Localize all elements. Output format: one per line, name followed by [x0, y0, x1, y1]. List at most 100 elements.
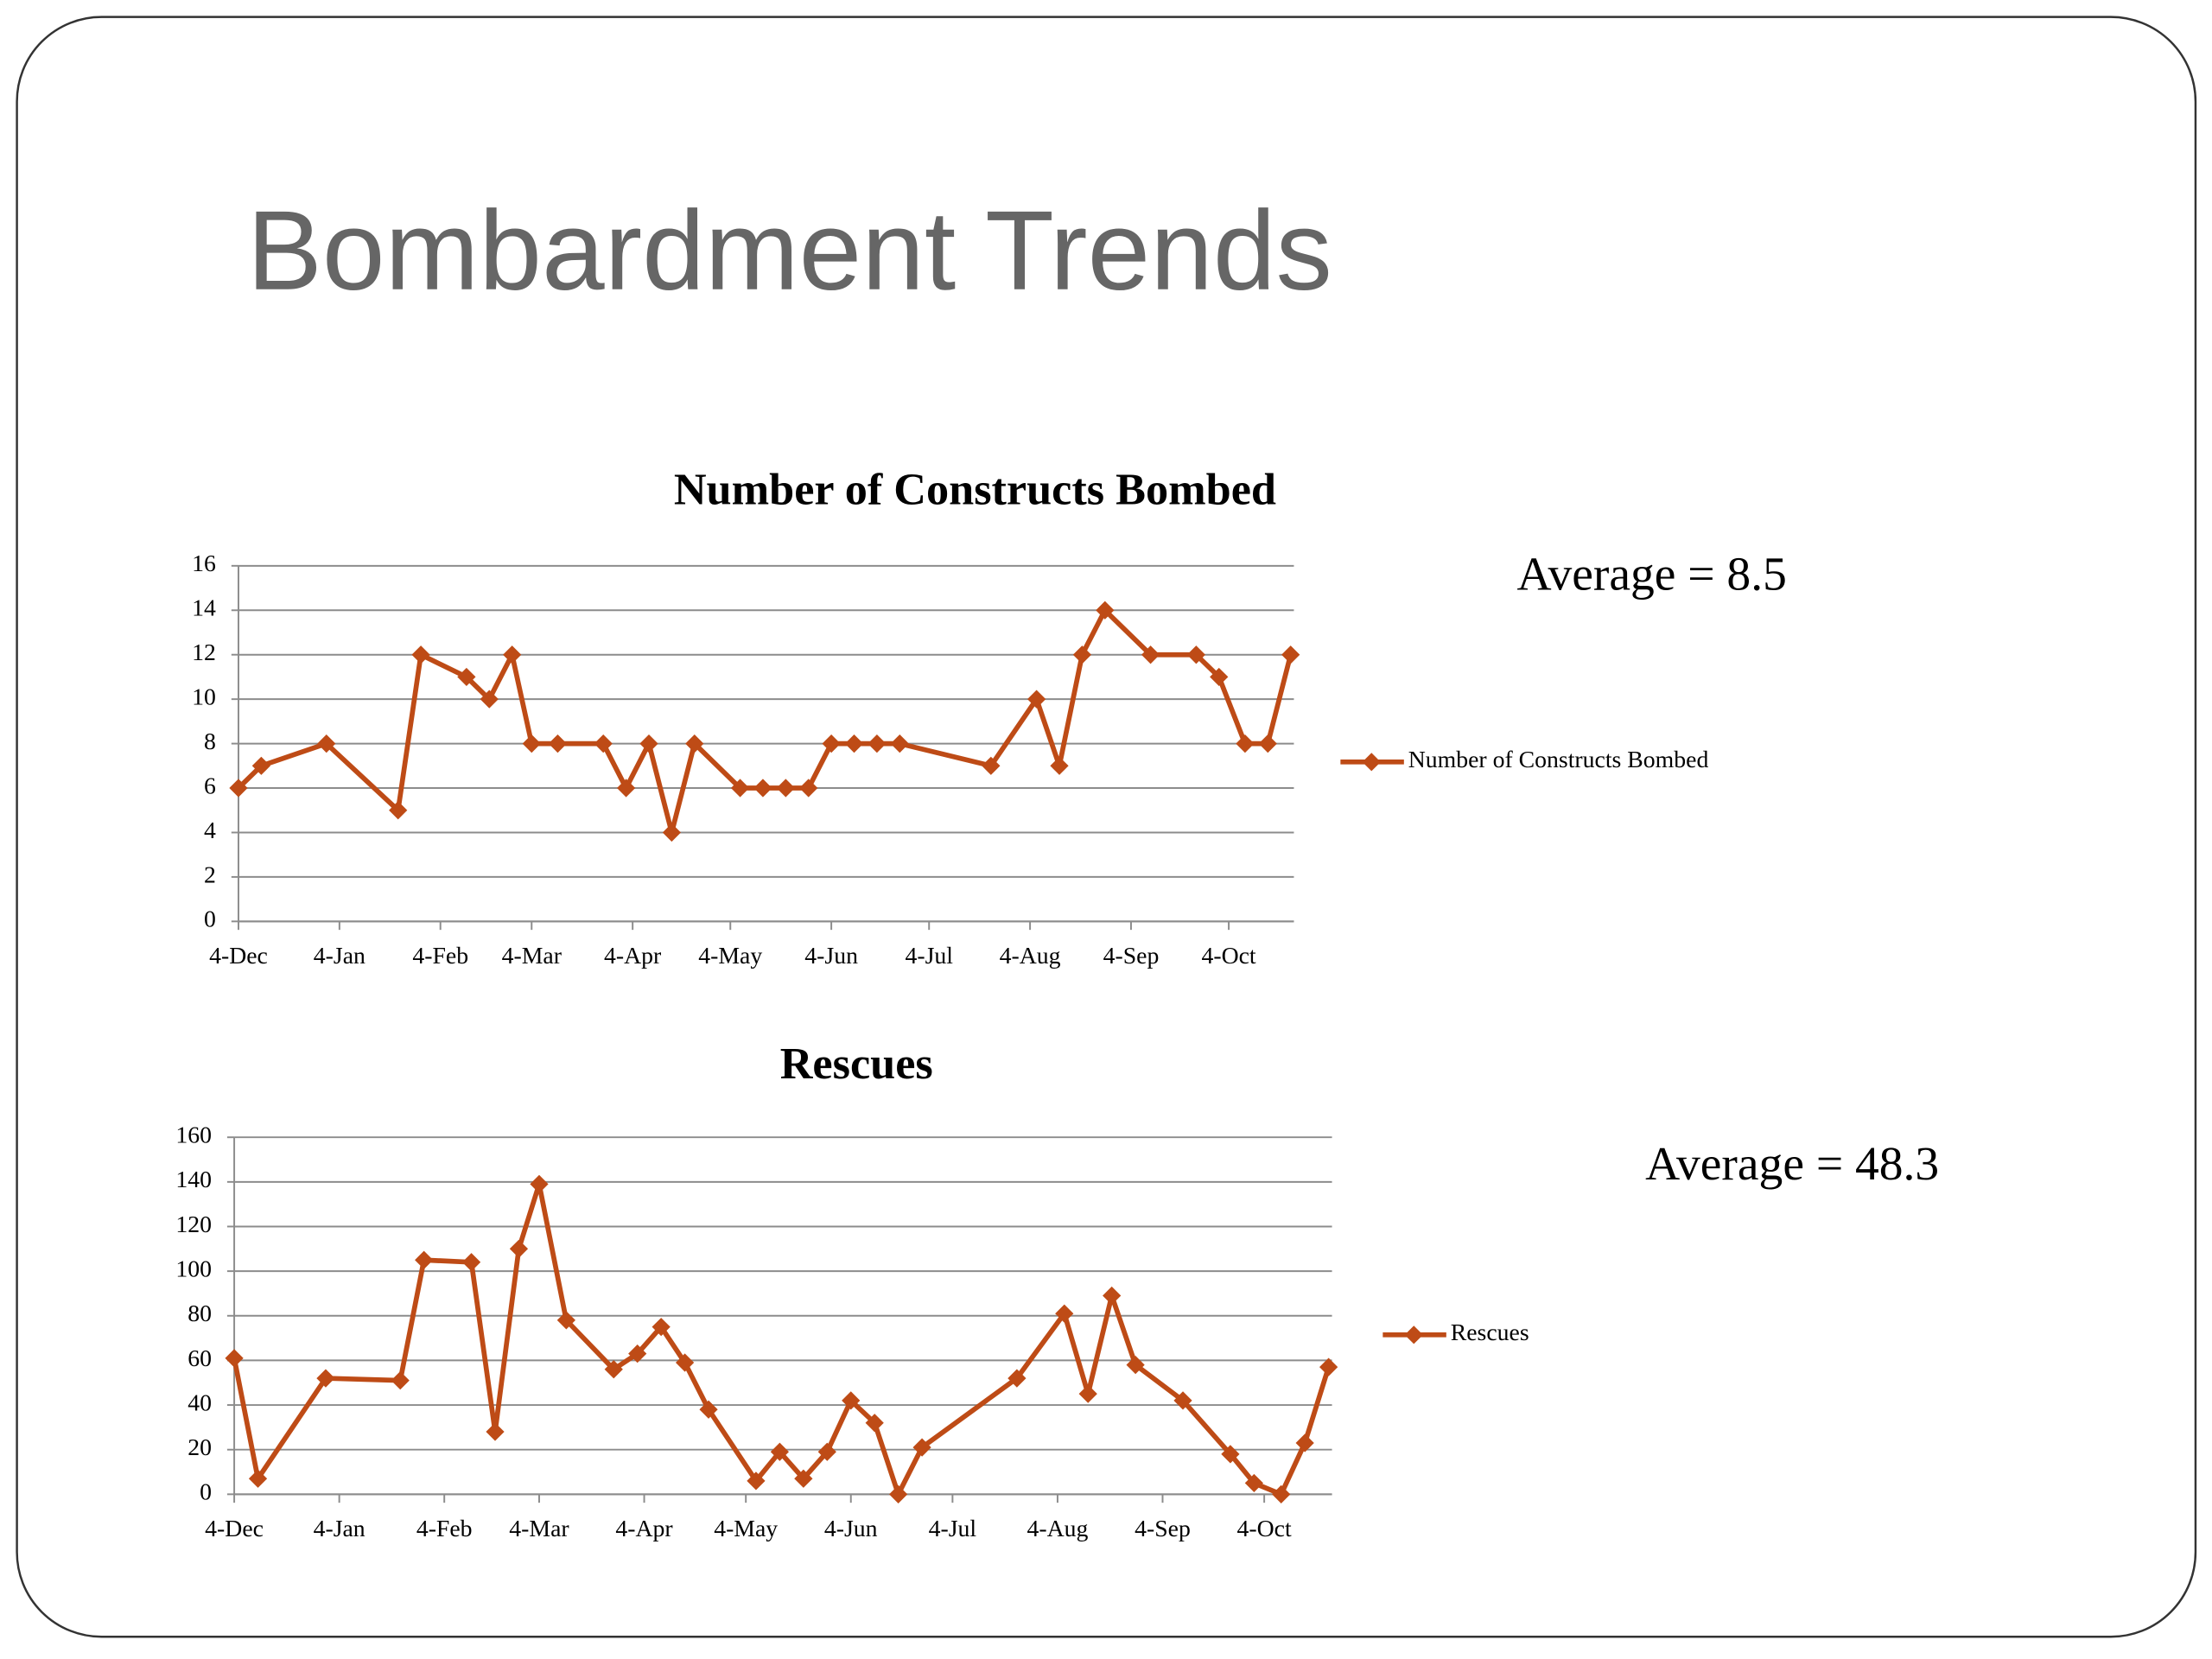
point-marker [522, 734, 541, 753]
point-marker [865, 1414, 884, 1433]
point-marker [1186, 645, 1205, 664]
point-marker [639, 734, 658, 753]
point-marker [794, 1469, 813, 1488]
legend-marker [1362, 753, 1381, 772]
point-marker [594, 734, 613, 753]
point-marker [675, 1353, 695, 1372]
y-tick-label: 160 [175, 1122, 212, 1149]
chart-title: Number of Constructs Bombed [674, 465, 1276, 515]
point-marker [730, 779, 750, 798]
point-marker [1141, 645, 1160, 664]
y-tick-label: 2 [204, 861, 216, 888]
point-marker [616, 779, 636, 798]
x-tick-label: 4-Feb [412, 943, 468, 969]
point-marker [890, 734, 909, 753]
point-marker [1055, 1304, 1074, 1323]
point-marker [229, 779, 248, 798]
series-line [232, 1181, 1332, 1497]
slide-frame [16, 16, 2197, 1638]
y-tick-label: 0 [204, 906, 216, 933]
x-tick-label: 4-Oct [1201, 943, 1255, 969]
point-marker [411, 645, 430, 664]
x-tick-label: 4-Sep [1135, 1516, 1191, 1542]
point-marker [1319, 1357, 1338, 1376]
y-tick-label: 60 [188, 1345, 212, 1372]
y-tick-label: 8 [204, 728, 216, 755]
point-marker [480, 690, 499, 709]
point-marker [1007, 1369, 1027, 1388]
x-tick-label: 4-May [714, 1516, 778, 1542]
x-tick-label: 4-Jan [314, 943, 365, 969]
x-tick-label: 4-Mar [509, 1516, 569, 1542]
y-tick-label: 4 [204, 817, 216, 844]
point-marker [685, 734, 704, 753]
point-marker [1281, 645, 1300, 664]
point-marker [1103, 1286, 1122, 1306]
point-marker [1295, 1433, 1314, 1452]
y-tick-label: 20 [188, 1434, 212, 1461]
y-tick-label: 140 [175, 1166, 212, 1193]
point-marker [225, 1349, 244, 1368]
point-marker [389, 801, 408, 820]
x-tick-label: 4-Jun [824, 1516, 878, 1542]
point-marker [415, 1250, 434, 1269]
point-marker [889, 1484, 908, 1503]
x-tick-label: 4-Jun [804, 943, 858, 969]
legend-marker [1404, 1325, 1423, 1344]
x-tick-label: 4-Sep [1103, 943, 1160, 969]
y-tick-label: 16 [192, 550, 216, 577]
series-line [236, 607, 1294, 836]
point-marker [753, 779, 772, 798]
point-marker [1244, 1473, 1263, 1493]
point-marker [461, 1253, 481, 1272]
x-tick-label: 4-Mar [502, 943, 562, 969]
point-marker [1096, 601, 1115, 620]
point-marker [548, 734, 568, 753]
point-marker [391, 1371, 410, 1390]
x-tick-label: 4-Jul [929, 1516, 977, 1542]
y-tick-label: 10 [192, 684, 216, 711]
y-tick-label: 12 [192, 639, 216, 666]
annotation: Average = 48.3 [1645, 1138, 1939, 1191]
y-tick-label: 0 [200, 1479, 212, 1506]
point-marker [509, 1239, 529, 1258]
y-tick-label: 6 [204, 772, 216, 799]
point-marker [248, 1469, 268, 1488]
x-tick-label: 4-Aug [1000, 943, 1061, 969]
y-tick-label: 14 [192, 595, 216, 622]
point-marker [317, 734, 336, 753]
point-marker [776, 779, 795, 798]
point-marker [486, 1422, 505, 1441]
legend-label: Rescues [1451, 1319, 1529, 1346]
point-marker [604, 1360, 623, 1379]
point-marker [770, 1442, 790, 1461]
x-tick-label: 4-Jul [905, 943, 953, 969]
point-marker [457, 667, 476, 687]
y-tick-label: 80 [188, 1300, 212, 1327]
chart-title: Rescues [780, 1039, 933, 1089]
x-tick-label: 4-Oct [1237, 1516, 1292, 1542]
point-marker [822, 734, 841, 753]
x-tick-label: 4-Apr [604, 943, 661, 969]
x-tick-label: 4-Jan [314, 1516, 365, 1542]
point-marker [1126, 1355, 1145, 1375]
slide-title: Bombardment Trends [247, 188, 1332, 314]
point-marker [556, 1311, 575, 1330]
point-marker [844, 734, 864, 753]
y-tick-label: 40 [188, 1389, 212, 1416]
legend-label: Number of Constructs Bombed [1408, 747, 1709, 773]
point-marker [699, 1400, 718, 1419]
point-marker [1210, 667, 1229, 687]
point-marker [1027, 690, 1046, 709]
point-marker [1236, 734, 1255, 753]
point-marker [1072, 645, 1092, 664]
point-marker [817, 1442, 836, 1461]
point-marker [628, 1344, 647, 1363]
point-marker [982, 756, 1001, 775]
point-marker [1050, 756, 1069, 775]
x-tick-label: 4-Dec [209, 943, 268, 969]
point-marker [868, 734, 887, 753]
point-marker [662, 823, 682, 842]
x-tick-label: 4-Aug [1027, 1516, 1088, 1542]
